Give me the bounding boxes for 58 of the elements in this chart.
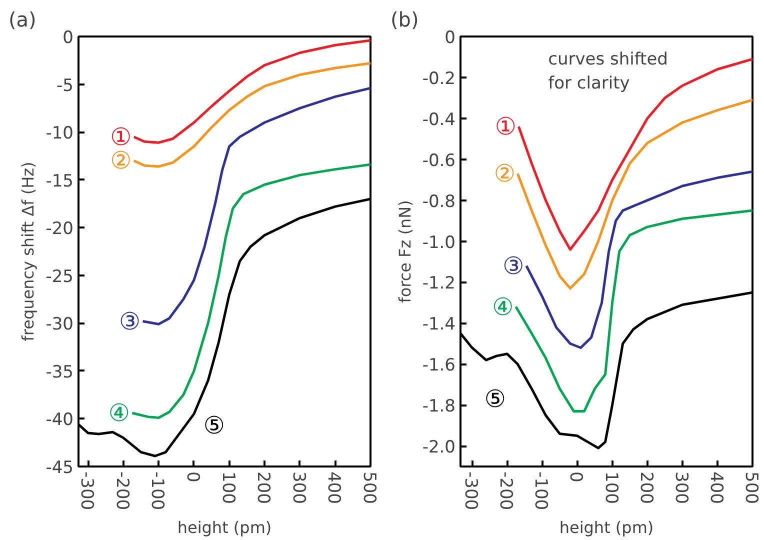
x-tick-label: 500 xyxy=(741,472,761,504)
y-tick-label: -1.6 xyxy=(422,356,456,376)
annotation: ④ xyxy=(492,292,514,321)
y-tick-label: -2.0 xyxy=(422,438,456,458)
annotation: ⑤ xyxy=(484,384,506,413)
y-tick-label: -25 xyxy=(46,266,74,287)
x-tick-label: 100 xyxy=(218,472,238,504)
x-tick-label: 200 xyxy=(253,472,274,504)
annotation: ① xyxy=(494,112,516,141)
x-tick-label: 300 xyxy=(288,472,308,504)
annotation: ② xyxy=(494,160,516,188)
x-tick-label: -200 xyxy=(112,472,132,510)
line-series xyxy=(132,39,370,144)
y-tick-label: -0.6 xyxy=(422,150,456,171)
y-tick-label: -5 xyxy=(56,76,74,96)
x-tick-label: 100 xyxy=(600,472,621,504)
x-tick-label: 400 xyxy=(324,472,344,504)
y-tick-label: -45 xyxy=(46,458,74,478)
x-axis-title: height (pm) xyxy=(559,518,654,538)
x-tick-label: 0 xyxy=(182,472,202,482)
y-tick-label: -1.2 xyxy=(422,274,456,294)
chart-title: (a) xyxy=(8,8,36,32)
line-series xyxy=(142,86,370,326)
annotation: ③ xyxy=(119,307,141,336)
y-tick-label: -20 xyxy=(46,219,74,240)
y-tick-label: -30 xyxy=(46,314,74,335)
annotation: ③ xyxy=(502,252,524,280)
line-series xyxy=(132,62,370,168)
y-tick-label: -10 xyxy=(46,124,74,144)
x-tick-label: 200 xyxy=(636,472,656,504)
x-tick-label: 500 xyxy=(359,472,379,504)
chart-title: (b) xyxy=(390,8,419,32)
y-tick-label: -1.4 xyxy=(422,314,456,335)
x-tick-label: 0 xyxy=(566,472,586,482)
y-tick-label: -35 xyxy=(46,362,74,382)
x-tick-label: -300 xyxy=(460,472,481,510)
y-axis-title: frequency shift Δf (Hz) xyxy=(18,162,38,342)
annotation: ⑤ xyxy=(203,412,225,440)
y-tick-label: -15 xyxy=(46,171,74,192)
y-tick-label: 0 xyxy=(62,28,74,48)
annotation: curves shifted for clarity xyxy=(548,49,668,94)
y-tick-label: -0.8 xyxy=(422,192,456,212)
y-tick-label: 0 xyxy=(444,28,456,48)
x-axis-title: height (pm) xyxy=(177,518,272,538)
y-tick-label: -40 xyxy=(46,410,74,430)
y-tick-label: -0.2 xyxy=(422,68,456,89)
x-tick-label: -100 xyxy=(530,472,551,510)
y-tick-label: -1.0 xyxy=(422,232,456,253)
x-tick-label: -100 xyxy=(147,472,168,510)
annotation: ④ xyxy=(108,398,130,427)
y-axis-title: force Fz (nN) xyxy=(395,200,414,303)
x-tick-label: 400 xyxy=(706,472,726,504)
x-tick-label: 300 xyxy=(670,472,691,504)
line-series xyxy=(525,170,752,349)
y-tick-label: -0.4 xyxy=(422,110,456,130)
x-tick-label: -200 xyxy=(496,472,516,510)
y-tick-label: -1.8 xyxy=(422,396,456,417)
x-tick-label: -300 xyxy=(76,472,97,510)
